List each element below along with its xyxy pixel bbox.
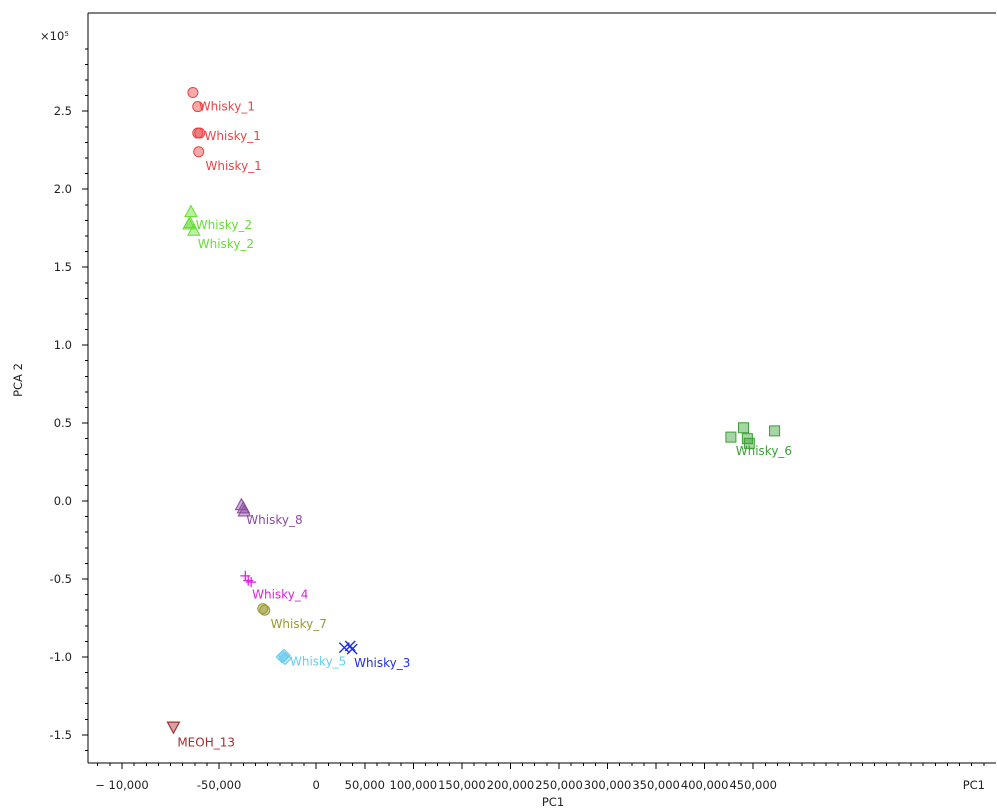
data-point: [187, 223, 201, 236]
point-label: Whisky_6: [736, 444, 792, 458]
data-point: [192, 101, 204, 113]
x-tick-label: 400,000: [681, 778, 729, 792]
x-tick-label: 250,000: [535, 778, 583, 792]
point-label: Whisky_5: [290, 655, 346, 669]
data-point: [194, 127, 206, 139]
point-label: MEOH_13: [177, 736, 235, 750]
data-point: [738, 422, 750, 434]
data-point: [193, 146, 205, 158]
y-multiplier-label: ×10⁵: [40, 29, 69, 43]
data-point: [346, 643, 358, 655]
x-tick-label: 50,000: [345, 778, 385, 792]
x-tick-label: 150,000: [438, 778, 486, 792]
data-point: [278, 651, 292, 666]
data-point: [259, 604, 271, 616]
data-point: [183, 215, 197, 228]
data-point: [187, 87, 199, 99]
point-label: Whisky_8: [246, 513, 302, 527]
x-tick-label: -50,000: [197, 778, 241, 792]
data-point: [184, 204, 198, 218]
point-label: Whisky_3: [354, 656, 410, 670]
point-label: Whisky_2: [196, 218, 252, 232]
y-axis-title: PCA 2: [11, 363, 25, 397]
x-tick-label: 350,000: [632, 778, 680, 792]
y-tick-label: 2.0: [54, 182, 72, 196]
y-tick-label: 1.0: [54, 338, 72, 352]
data-point: [237, 503, 252, 517]
x-tick-label: 200,000: [487, 778, 535, 792]
y-tick-label: 0.5: [54, 416, 72, 430]
point-label: Whisky_1: [205, 129, 261, 143]
axes: [87, 12, 996, 764]
point-label: Whisky_7: [271, 617, 327, 631]
y-tick-label: 0.0: [54, 494, 72, 508]
data-points: [166, 87, 781, 735]
data-point: [277, 648, 291, 663]
x-tick-label: 450,000: [729, 778, 777, 792]
data-point: [166, 721, 181, 735]
point-label: Whisky_4: [252, 588, 308, 602]
data-point: [725, 431, 737, 443]
x-tick-label: 100,000: [390, 778, 438, 792]
y-tick-label: 2.5: [54, 104, 72, 118]
x-axis-corner-label: PC1: [963, 778, 985, 792]
data-point: [743, 437, 755, 449]
data-point: [246, 577, 257, 588]
x-tick-label: 300,000: [584, 778, 632, 792]
data-point: [769, 425, 781, 437]
y-tick-label: -1.0: [50, 650, 72, 664]
tick-group: 2.5 2.0 1.5 1.0 0.5 0.0 -0.5 -1.0 -1.5 − 10,000 -5…: [50, 48, 985, 792]
point-label: Whisky_1: [206, 159, 262, 173]
x-tick-label: 0: [313, 778, 320, 792]
point-label: Whisky_2: [198, 237, 254, 251]
x-tick-label: − 10,000: [95, 778, 149, 792]
data-point: [344, 640, 356, 652]
y-tick-label: 1.5: [54, 260, 72, 274]
point-labels: Whisky_1 Whisky_1 Whisky_1 Whisky_2 Whisky_2…: [177, 100, 792, 750]
y-tick-label: -0.5: [50, 572, 72, 586]
x-axis-title: PC1: [542, 795, 564, 808]
y-tick-label: -1.5: [50, 728, 72, 742]
point-label: Whisky_1: [199, 100, 255, 114]
